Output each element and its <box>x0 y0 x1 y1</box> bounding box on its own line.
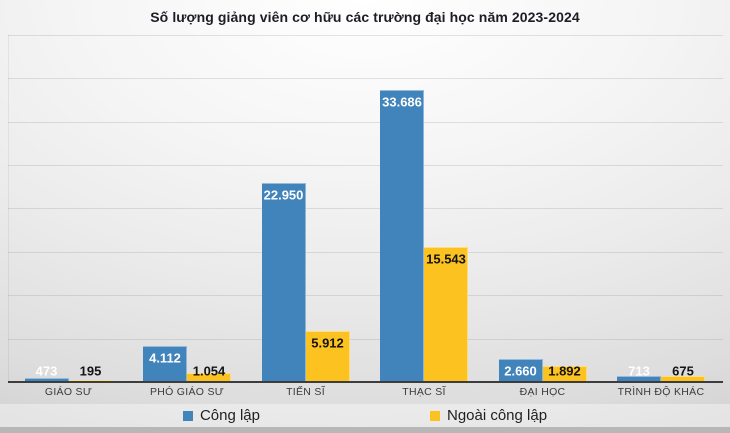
value-label-ngoai-cong-lap-pho-giao-su: 1.054 <box>192 363 226 379</box>
bar-cong-lap-giao-su <box>24 377 69 382</box>
gridline-15000 <box>8 251 723 253</box>
bar-cong-lap-trinh-o-khac <box>617 375 661 382</box>
value-label-cong-lap-ai-hoc: 2.660 <box>504 363 537 379</box>
bar-cong-lap-thac-si <box>380 89 424 382</box>
value-label-cong-lap-tien-si: 22.950 <box>263 187 304 203</box>
gridline-20000 <box>8 208 723 210</box>
bar-ngoai-cong-lap-thac-si <box>424 247 468 382</box>
plot-left-edge <box>8 34 9 382</box>
gridline-10000 <box>8 295 723 297</box>
bar-ngoai-cong-lap-pho-giao-su <box>187 372 231 382</box>
legend-swatch-ngoai-cong-lap <box>429 410 440 421</box>
bar-ngoai-cong-lap-trinh-o-khac <box>661 376 705 382</box>
legend-label-ngoai-cong-lap: Ngoài công lập <box>446 407 548 424</box>
x-axis-line <box>8 381 723 383</box>
value-label-cong-lap-giao-su: 473 <box>35 363 58 379</box>
gridline-5000 <box>8 338 723 340</box>
category-label-giao-su: GIÁO SƯ <box>44 386 93 398</box>
legend-item-ngoai-cong-lap: Ngoài công lập <box>429 407 548 424</box>
legend-label-cong-lap: Công lập <box>199 407 260 424</box>
category-label-tien-si: TIẾN SĨ <box>286 386 325 398</box>
bar-ngoai-cong-lap-tien-si <box>305 330 350 382</box>
bar-cong-lap-ai-hoc <box>498 358 543 382</box>
category-label-pho-giao-su: PHÓ GIÁO SƯ <box>149 386 225 398</box>
value-label-cong-lap-pho-giao-su: 4.112 <box>149 350 181 366</box>
value-label-ngoai-cong-lap-tien-si: 5.912 <box>311 335 344 351</box>
category-label-ai-hoc: ĐẠI HỌC <box>519 386 566 398</box>
legend: Công lập Ngoài công lập <box>0 404 730 427</box>
value-label-cong-lap-thac-si: 33.686 <box>382 94 422 110</box>
legend-swatch-cong-lap <box>182 410 193 421</box>
category-label-trinh-o-khac: TRÌNH ĐỘ KHÁC <box>617 386 705 398</box>
gridline-25000 <box>8 165 723 166</box>
gridline-35000 <box>8 78 723 80</box>
value-label-ngoai-cong-lap-thac-si: 15.543 <box>426 251 466 267</box>
legend-item-cong-lap: Công lập <box>182 407 260 424</box>
value-label-ngoai-cong-lap-trinh-o-khac: 675 <box>672 363 694 379</box>
bar-cong-lap-tien-si <box>261 182 306 382</box>
chart-title: Số lượng giảng viên cơ hữu các trường đạ… <box>150 9 580 25</box>
value-label-ngoai-cong-lap-ai-hoc: 1.892 <box>548 363 581 379</box>
value-label-cong-lap-trinh-o-khac: 713 <box>628 363 650 379</box>
category-label-thac-si: THẠC SĨ <box>402 386 446 398</box>
slide-bottom-edge <box>0 427 730 433</box>
gridline-30000 <box>8 121 723 123</box>
bar-ngoai-cong-lap-ai-hoc <box>542 365 587 382</box>
value-label-ngoai-cong-lap-giao-su: 195 <box>79 363 102 379</box>
gridline-40000 <box>8 34 723 36</box>
bar-cong-lap-pho-giao-su <box>143 346 187 382</box>
